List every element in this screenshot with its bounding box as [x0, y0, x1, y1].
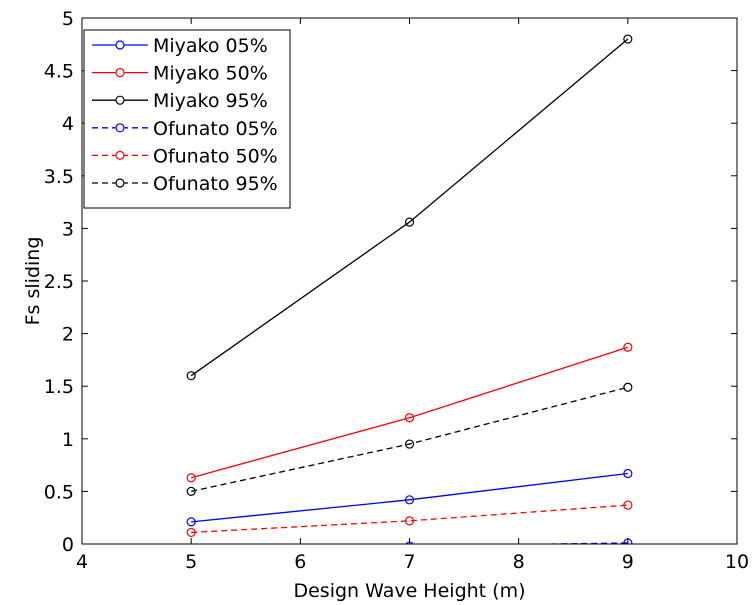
data-point [186, 517, 196, 527]
y-tick-label: 1.5 [44, 376, 74, 398]
x-tick-label: 10 [725, 551, 749, 573]
x-tick-label: 9 [622, 551, 634, 573]
data-point [623, 34, 633, 44]
data-point [623, 342, 633, 352]
series-1 [186, 468, 633, 527]
legend-marker [115, 67, 125, 78]
legend-label: Ofunato 05% [153, 118, 278, 140]
series-line [191, 386, 628, 493]
y-axis-label: Fs sliding [22, 237, 44, 326]
data-point [186, 486, 196, 496]
y-tick-label: 0 [62, 534, 74, 556]
legend-entry: Miyako 50% [92, 63, 268, 85]
series-6 [186, 382, 633, 496]
ticks-layer: 4 5 6 7 8 9 10 0 0.5 1 1.5 2 2.5 3 3.5 4 4.5 5 [44, 8, 749, 573]
legend-marker [115, 178, 125, 188]
y-tick-label: 3 [62, 218, 74, 240]
x-tick-label: 4 [76, 551, 88, 573]
data-point [404, 516, 415, 526]
legend-entry: Ofunato 50% [92, 145, 278, 167]
series-line [190, 38, 629, 377]
data-point [623, 468, 633, 479]
data-point [404, 495, 415, 505]
legend-label: Miyako 05% [153, 35, 268, 57]
legend-marker [115, 95, 125, 105]
y-tick-label: 2 [62, 324, 74, 346]
legend-label: Miyako 95% [153, 90, 268, 112]
x-tick-label: 6 [294, 551, 306, 573]
x-tick-label: 8 [513, 551, 525, 573]
y-tick-label: 4 [62, 113, 74, 135]
legend-label: Ofunato 50% [153, 145, 278, 167]
legend-label: Ofunato 95% [153, 173, 278, 195]
y-tick-label: 4.5 [44, 61, 74, 83]
x-tick-label: 5 [185, 551, 197, 573]
legend-label: Miyako 50% [153, 63, 268, 85]
series-3 [186, 34, 633, 381]
series-line [190, 346, 629, 479]
y-tick-label: 1 [62, 429, 74, 451]
y-tick-label: 2.5 [44, 271, 74, 293]
legend-marker [115, 150, 125, 160]
data-point [404, 413, 415, 423]
y-tick-label: 5 [62, 8, 74, 30]
data-point [623, 500, 633, 510]
data-point [404, 439, 415, 449]
data-point [404, 217, 415, 227]
series-line [191, 504, 628, 534]
series-2 [186, 342, 633, 483]
legend-box [83, 29, 291, 209]
data-point [623, 382, 633, 392]
series-layer [186, 34, 633, 544]
legend-marker [115, 40, 125, 50]
legend-entry: Ofunato 05% [92, 118, 278, 140]
y-tick-label: 0.5 [44, 481, 74, 503]
data-point [186, 527, 196, 538]
legend-marker [115, 123, 125, 133]
series-5 [186, 500, 633, 538]
legend-entry: Ofunato 95% [92, 173, 278, 195]
legend: Miyako 05% Miyako 50% Miyako 95% Ofunato 05… [83, 29, 291, 209]
legend-entry: Miyako 95% [92, 90, 268, 112]
data-point [186, 371, 196, 381]
x-tick-label: 7 [403, 551, 415, 573]
y-tick-label: 3.5 [44, 166, 74, 188]
data-point [186, 473, 196, 483]
x-axis-label: Design Wave Height (m) [293, 580, 525, 602]
legend-entry: Miyako 05% [92, 35, 268, 57]
series-line [191, 472, 628, 523]
